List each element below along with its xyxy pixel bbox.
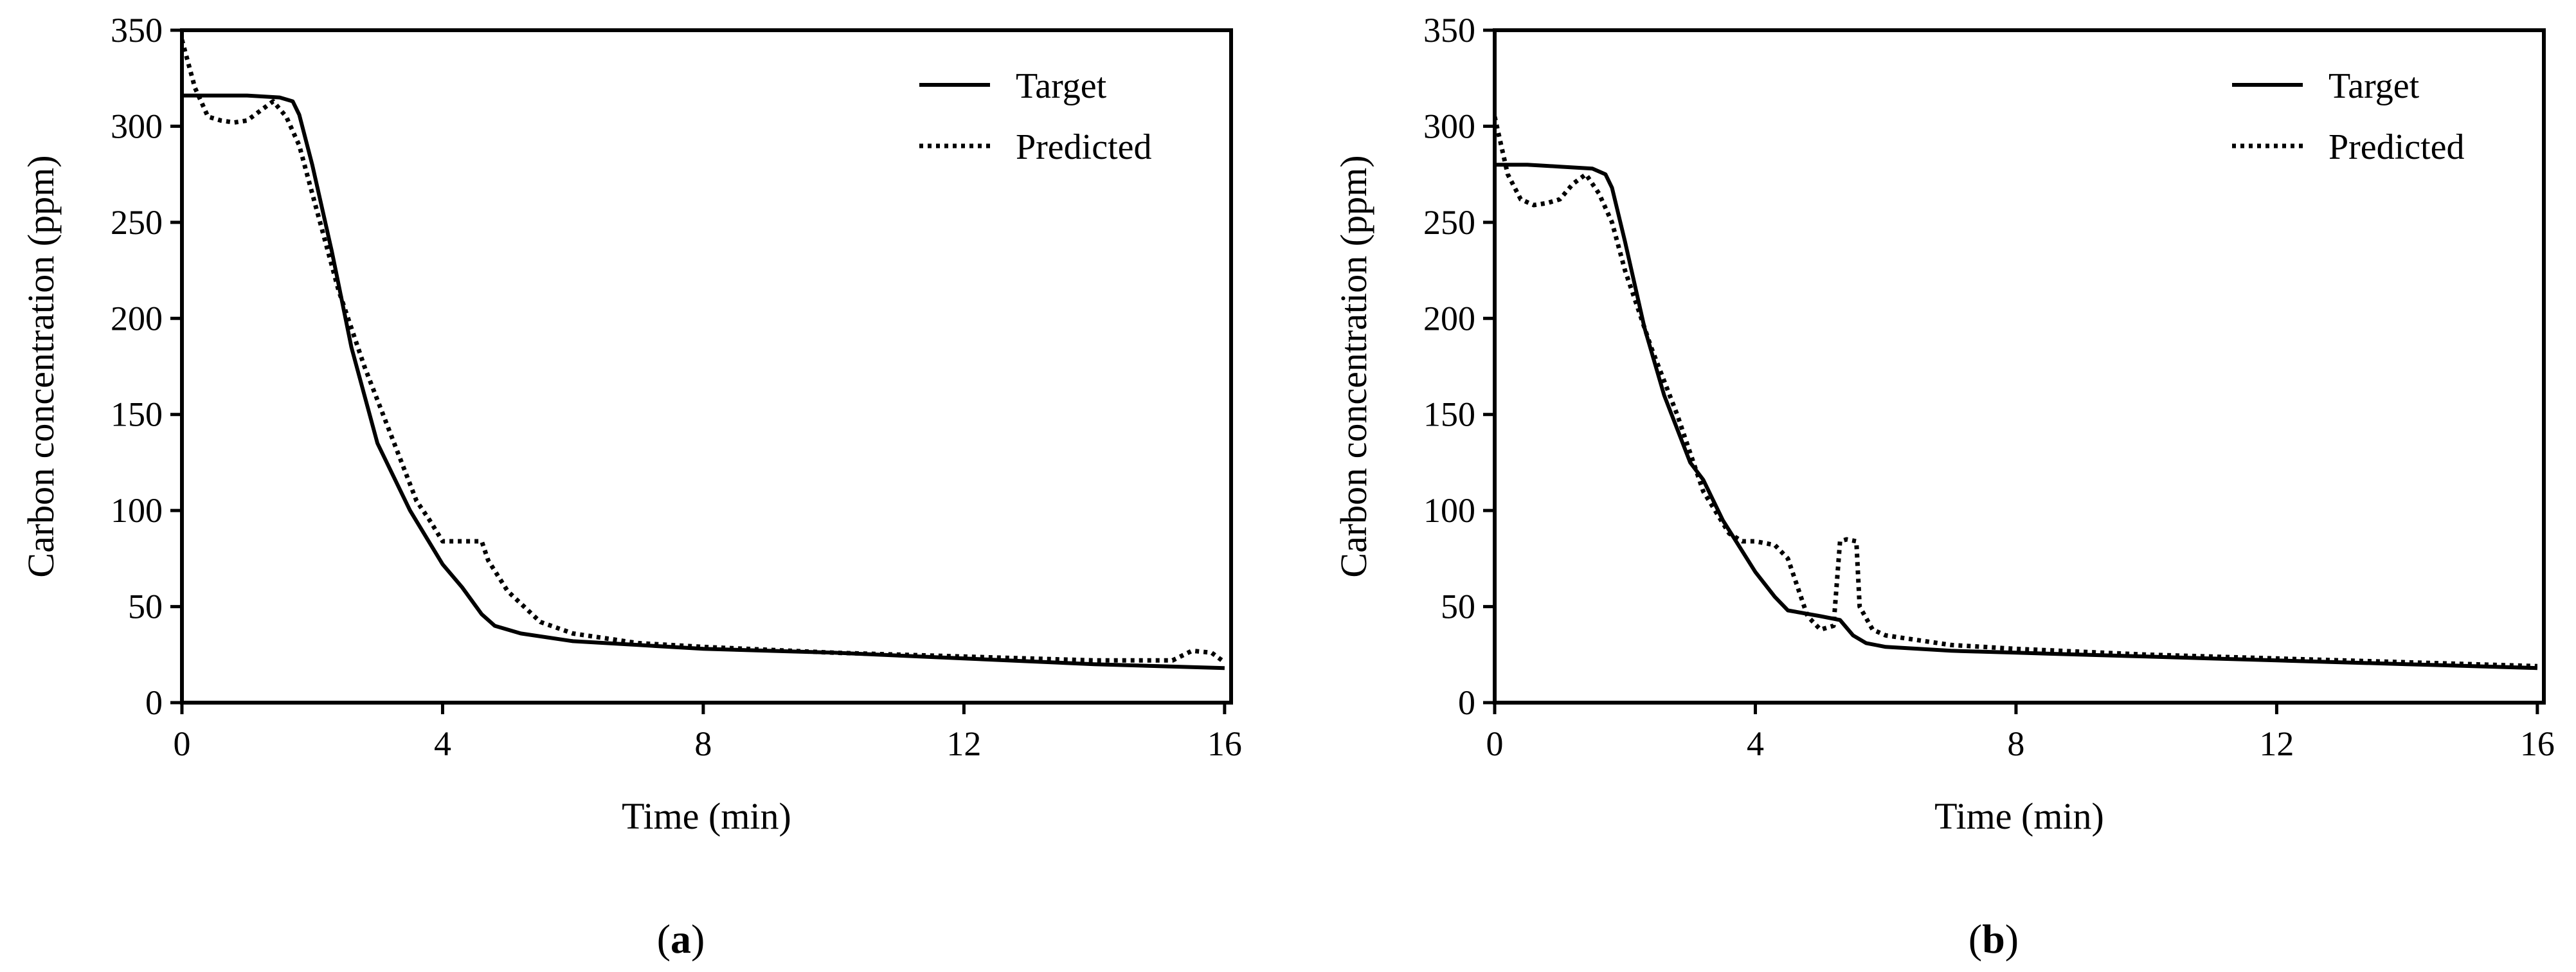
- y-tick-label: 0: [145, 683, 163, 722]
- y-tick-label: 150: [1423, 395, 1475, 434]
- panel-caption-letter: b: [1982, 916, 2005, 962]
- x-tick-label: 0: [1486, 724, 1504, 763]
- y-tick-label: 350: [1423, 11, 1475, 50]
- y-tick-label: 200: [1423, 299, 1475, 338]
- x-tick-label: 12: [2259, 724, 2294, 763]
- plot-frame: [1493, 28, 2546, 705]
- y-tick-label: 50: [1441, 588, 1475, 626]
- x-axis-title: Time (min): [1934, 795, 2104, 837]
- x-tick-label: 16: [1207, 724, 1242, 763]
- y-tick-label: 250: [111, 203, 163, 242]
- legend-label-predicted: Predicted: [2328, 127, 2464, 167]
- x-tick-label: 4: [434, 724, 451, 763]
- x-tick-label: 0: [174, 724, 191, 763]
- panel-caption: (b): [1968, 916, 2019, 962]
- y-tick-label: 200: [111, 299, 163, 338]
- y-tick-label: 250: [1423, 203, 1475, 242]
- x-tick-label: 4: [1747, 724, 1764, 763]
- panel-caption-letter: a: [671, 916, 691, 962]
- chart-panel-a: 0 50 100 150 200 250 300 350 0 4 8 12 16 Time (min) Ca…: [20, 11, 1242, 962]
- legend-label-target: Target: [1016, 66, 1107, 106]
- y-axis-title: Carbon concentration (ppm): [20, 155, 62, 577]
- y-tick-label: 350: [111, 11, 163, 50]
- plot-frame: [180, 28, 1233, 705]
- x-tick-label: 16: [2520, 724, 2555, 763]
- series-line-target: [182, 93, 1225, 670]
- legend-label-predicted: Predicted: [1016, 127, 1151, 167]
- y-tick-label: 300: [111, 107, 163, 145]
- y-tick-label: 0: [1458, 683, 1475, 722]
- chart-panel-b: 0 50 100 150 200 250 300 350 0 4 8 12 16 Time (min) Ca…: [1333, 11, 2555, 962]
- series-line-predicted: [1495, 116, 2538, 669]
- y-tick-label: 100: [111, 491, 163, 530]
- x-tick-label: 12: [946, 724, 981, 763]
- x-tick-label: 8: [2007, 724, 2024, 763]
- panel-caption: (a): [657, 916, 705, 962]
- legend-label-target: Target: [2328, 66, 2420, 106]
- x-axis-title: Time (min): [622, 795, 791, 837]
- y-tick-label: 50: [128, 588, 163, 626]
- y-tick-label: 150: [111, 395, 163, 434]
- y-tick-label: 300: [1423, 107, 1475, 145]
- x-tick-label: 8: [694, 724, 712, 763]
- y-tick-label: 100: [1423, 491, 1475, 530]
- y-axis-title: Carbon concentration (ppm): [1333, 155, 1374, 577]
- series-line-target: [1495, 163, 2537, 670]
